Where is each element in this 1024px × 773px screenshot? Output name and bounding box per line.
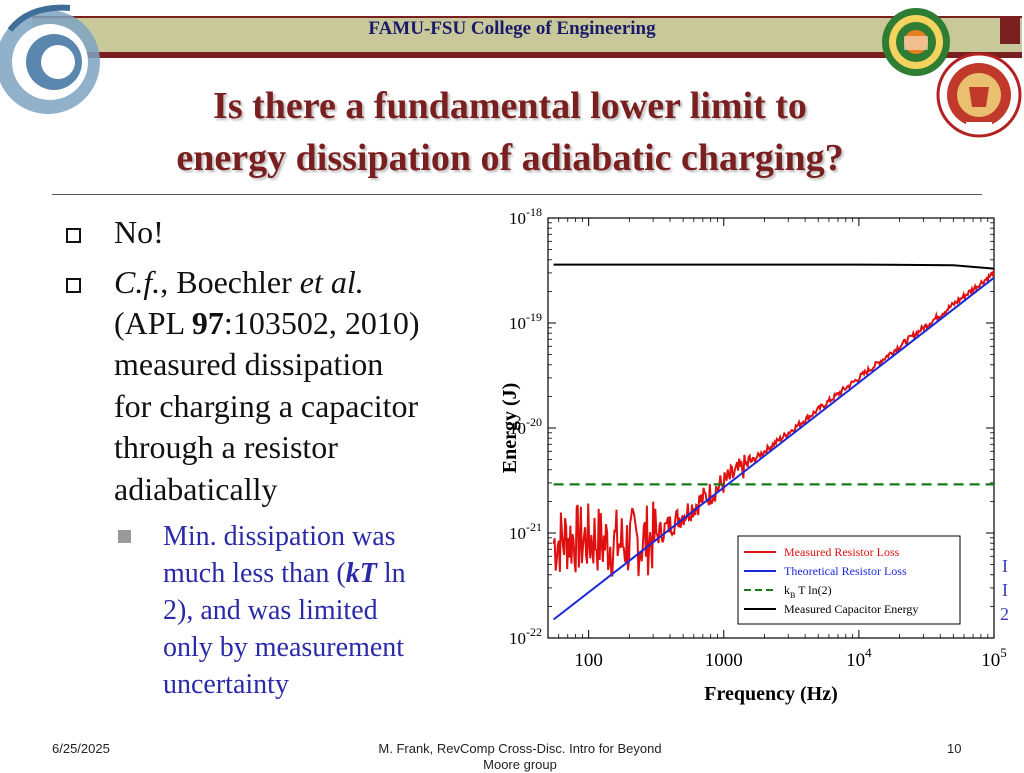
bullet-square xyxy=(66,228,81,243)
bullet-2-line-6: adiabatically xyxy=(114,471,278,507)
edge-fragment: 2 xyxy=(1000,604,1009,624)
header-band xyxy=(32,16,1022,58)
sub-bullet-line-5: uncertainty xyxy=(163,669,289,700)
sub-bullet-line-3: 2), and was limited xyxy=(163,595,378,626)
y-tick-label: 10-19 xyxy=(509,310,542,333)
footer-page-number: 10 xyxy=(947,741,962,756)
bullet-square xyxy=(66,278,81,293)
footer-author: M. Frank, RevComp Cross-Disc. Intro for … xyxy=(378,741,662,772)
title-divider xyxy=(52,194,982,195)
college-name: FAMU-FSU College of Engineering xyxy=(368,18,656,39)
y-axis-label: Energy (J) xyxy=(499,383,521,474)
sub-bullet-line-4: only by measurement xyxy=(163,632,405,663)
x-axis-label: Frequency (Hz) xyxy=(704,683,838,705)
legend-label-1: Theoretical Resistor Loss xyxy=(784,564,907,578)
legend-label-3: Measured Capacitor Energy xyxy=(784,602,918,616)
title-line-2: energy dissipation of adiabatic charging… xyxy=(176,137,844,179)
header-accent-square xyxy=(1000,16,1020,44)
apl-volume: 97 xyxy=(191,305,224,341)
bullet-2-line-4: for charging a capacitor xyxy=(114,388,419,424)
sub-bullet-square xyxy=(118,530,131,543)
energy-frequency-chart: 10-22 10-21 10-20 10-19 10-18 100 1000 104 105 Fr… xyxy=(499,205,1007,705)
legend-label-0: Measured Resistor Loss xyxy=(784,545,900,559)
x-tick-label: 104 xyxy=(846,645,872,671)
series-line-1 xyxy=(552,276,994,621)
bullet-2-line-1: C.f., Boechler et al. xyxy=(114,262,364,303)
series-line-0 xyxy=(552,269,994,577)
cf-text: C.f. xyxy=(114,264,161,300)
bullet-2-line-2: (APL 97:103502, 2010) xyxy=(114,303,419,344)
x-tick-label: 105 xyxy=(981,645,1007,671)
y-tick-label: 10-18 xyxy=(509,205,542,228)
series-line-3 xyxy=(553,263,994,270)
legend-label-2: kB T ln(2) xyxy=(784,583,832,600)
boechler-text: , Boechler xyxy=(160,264,300,300)
bullet-1-text: No! xyxy=(114,214,164,250)
bullet-2-line-3: measured dissipation xyxy=(114,346,384,382)
apl-rest: :103502, 2010) xyxy=(223,305,420,341)
y-tick-label: 10-22 xyxy=(509,625,542,648)
y-tick-label: 10-21 xyxy=(509,520,542,543)
title-line-1: Is there a fundamental lower limit to xyxy=(213,85,807,127)
slide-title: Is there a fundamental lower limit to en… xyxy=(60,80,960,184)
edge-fragment: I xyxy=(1002,580,1008,600)
x-tick-label: 1000 xyxy=(705,650,743,671)
x-tick-label: 100 xyxy=(574,650,603,671)
apl-open: (APL xyxy=(114,305,192,341)
sub-line-2-pre: much less than ( xyxy=(163,558,346,589)
sub-line-2-post: ln xyxy=(376,558,406,589)
y-tick-label: 10-20 xyxy=(509,415,542,438)
sub-bullet-line-2: much less than (kT ln xyxy=(163,555,406,592)
edge-fragment: I xyxy=(1002,556,1008,576)
et-al-text: et al. xyxy=(299,264,364,300)
footer-date: 6/25/2025 xyxy=(52,741,110,756)
fsu-seal xyxy=(936,52,1022,138)
college-logo xyxy=(0,4,100,114)
famu-seal xyxy=(882,8,950,76)
kt-symbol: kT xyxy=(345,558,377,589)
sub-bullet-line-1: Min. dissipation was xyxy=(163,521,396,552)
bullet-2-line-5: through a resistor xyxy=(114,429,338,465)
